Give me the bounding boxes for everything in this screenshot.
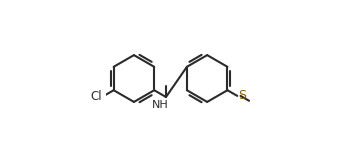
Text: NH: NH [152, 100, 169, 110]
Text: S: S [238, 89, 246, 102]
Text: Cl: Cl [90, 90, 102, 103]
